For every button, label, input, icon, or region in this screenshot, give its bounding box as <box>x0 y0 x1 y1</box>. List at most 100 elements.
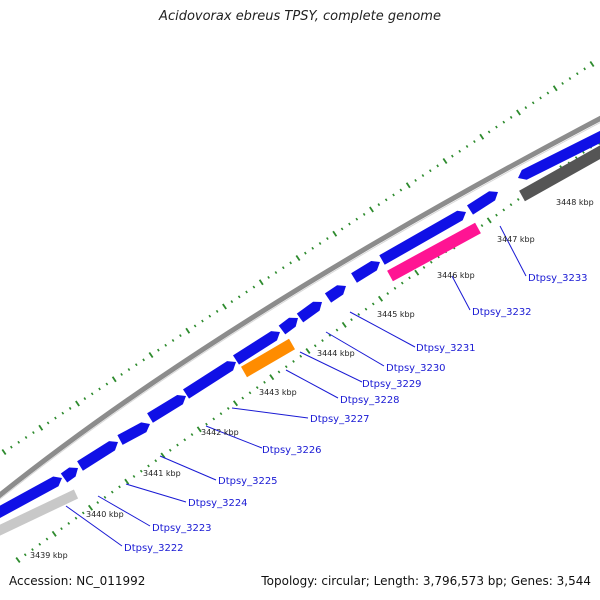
minor-tick <box>154 459 158 463</box>
major-tick <box>377 295 384 302</box>
cds-arrow <box>77 441 118 471</box>
major-tick <box>414 269 420 276</box>
minor-tick <box>321 339 324 342</box>
cds-arrow <box>147 395 186 423</box>
minor-tick <box>335 328 339 332</box>
minor-tick <box>277 370 281 374</box>
scale-label: 3445 kbp <box>377 310 415 319</box>
map-title: Acidovorax ebreus TPSY, complete genome <box>159 9 441 24</box>
major-tick <box>87 504 94 511</box>
callout-lines <box>65 225 527 547</box>
major-tick <box>124 478 130 485</box>
minor-tick <box>164 343 168 347</box>
scale-label: 3442 kbp <box>201 428 239 437</box>
callout-line <box>231 407 309 419</box>
gene-label: Dtpsy_3231 <box>416 343 476 354</box>
gene-label: Dtpsy_3228 <box>340 395 400 406</box>
minor-tick <box>252 285 256 289</box>
minor-tick <box>392 193 395 197</box>
minor-tick <box>54 416 57 420</box>
minor-tick <box>46 421 50 425</box>
callout-line <box>299 351 363 383</box>
minor-tick <box>458 149 462 153</box>
minor-tick <box>348 222 351 226</box>
minor-tick <box>502 208 506 212</box>
gene-label: Dtpsy_3224 <box>188 498 248 509</box>
minor-tick <box>473 140 476 144</box>
minor-tick <box>400 281 404 285</box>
callout-line <box>285 369 339 399</box>
genome-backbone-shadow <box>0 122 600 500</box>
gene-label: Dtpsy_3222 <box>124 543 184 554</box>
minor-tick <box>546 91 550 95</box>
minor-tick <box>281 266 285 270</box>
minor-tick <box>183 438 187 442</box>
minor-tick <box>561 81 564 85</box>
gene-label: Dtpsy_3225 <box>218 476 278 487</box>
cds-arrow <box>518 130 600 180</box>
major-tick <box>51 530 57 537</box>
minor-tick <box>118 485 121 489</box>
minor-tick <box>451 154 454 158</box>
minor-tick <box>355 217 359 221</box>
minor-tick <box>226 407 230 410</box>
callout-line <box>159 455 217 481</box>
callout-line <box>349 311 416 348</box>
callout-line <box>97 495 151 527</box>
scale-label: 3440 kbp <box>86 510 124 519</box>
minor-tick <box>208 314 212 318</box>
callout-line <box>451 275 471 311</box>
gene-labels: Dtpsy_3222 Dtpsy_3223 Dtpsy_3224 Dtpsy_3225… <box>124 273 588 554</box>
cds-arrow <box>324 285 346 303</box>
minor-tick <box>32 431 35 435</box>
minor-tick <box>38 542 42 546</box>
major-tick <box>332 230 338 237</box>
minor-tick <box>386 292 390 295</box>
minor-tick <box>524 106 528 110</box>
minor-tick <box>311 246 315 250</box>
cds-arrow <box>117 422 150 445</box>
minor-tick <box>539 96 542 100</box>
highlighted-gene-orange <box>241 338 295 378</box>
cds-arrow <box>351 261 380 283</box>
topology-text: Topology: circular; Length: 3,796,573 bp… <box>261 574 591 588</box>
minor-tick <box>245 290 248 294</box>
minor-tick <box>393 286 397 290</box>
minor-tick <box>274 271 278 275</box>
major-tick <box>269 374 275 381</box>
minor-tick <box>81 511 85 515</box>
minor-tick <box>205 422 208 426</box>
minor-tick <box>215 309 219 313</box>
minor-tick <box>284 365 288 369</box>
callout-line <box>125 483 187 503</box>
minor-tick <box>10 445 13 449</box>
minor-tick <box>68 406 72 410</box>
minor-tick <box>568 77 572 81</box>
minor-tick <box>340 227 344 231</box>
gene-label: Dtpsy_3232 <box>472 307 532 318</box>
minor-tick <box>248 391 252 395</box>
minor-tick <box>31 548 34 551</box>
callout-line <box>325 331 385 367</box>
minor-tick <box>399 188 403 192</box>
minor-tick <box>105 382 109 386</box>
callout-line <box>65 505 123 547</box>
minor-tick <box>60 527 63 531</box>
scale-label: 3448 kbp <box>556 198 594 207</box>
minor-tick <box>509 203 513 207</box>
minor-tick <box>299 354 303 358</box>
gene-label: Dtpsy_3226 <box>262 445 322 456</box>
minor-tick <box>241 396 245 400</box>
minor-tick <box>292 360 295 363</box>
minor-tick <box>582 151 585 154</box>
minor-tick <box>384 198 388 202</box>
major-tick <box>369 206 374 213</box>
minor-tick <box>157 348 160 352</box>
gene-label: Dtpsy_3223 <box>152 523 212 534</box>
genome-backbone <box>0 115 600 499</box>
major-tick <box>148 351 154 359</box>
minor-tick <box>371 302 375 306</box>
minor-tick <box>176 443 179 447</box>
minor-tick <box>428 169 432 173</box>
